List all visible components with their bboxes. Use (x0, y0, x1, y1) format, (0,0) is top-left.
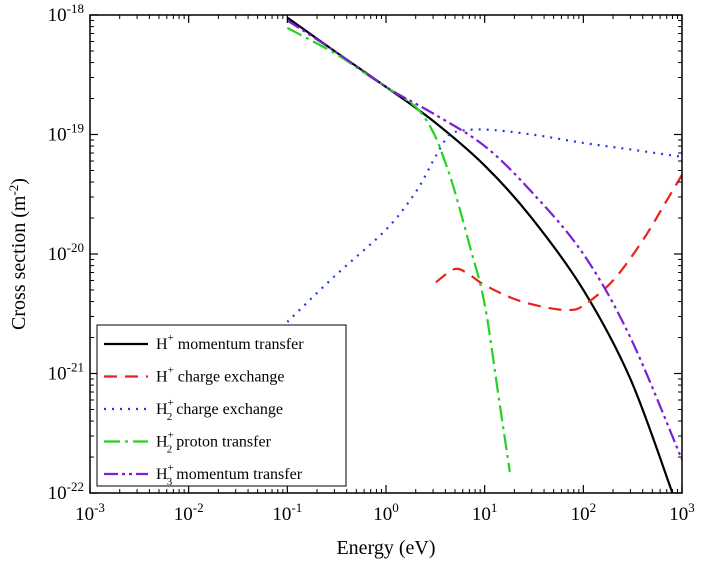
legend-label-rest: momentum transfer (172, 466, 302, 483)
legend-label-5: H+ 3 momentum transfer (156, 462, 303, 488)
x-tick-label-exponent: -2 (193, 500, 204, 515)
x-tick-label-base: 10 (571, 504, 590, 525)
legend-label-4: H+ 2 proton transfer (156, 430, 272, 456)
y-tick-label-base: 10 (48, 125, 67, 146)
x-tick-label-exponent: -3 (94, 500, 105, 515)
legend-label-subscript: 3 (167, 476, 173, 488)
x-tick-label: 103 (669, 500, 695, 525)
x-tick-label: 10-2 (174, 500, 204, 525)
series-layer (286, 16, 682, 493)
y-axis-title-exponent: -2 (6, 185, 21, 196)
series-line-3 (286, 128, 682, 323)
x-tick-label-exponent: 2 (590, 500, 597, 515)
legend-label-main: H (156, 369, 168, 386)
legend-label-main: H (156, 401, 168, 418)
legend-label-main: H (156, 336, 168, 353)
x-tick-label-base: 10 (472, 504, 491, 525)
series-line-1 (286, 16, 674, 493)
legend-label-subscript: 2 (167, 411, 173, 423)
legend-label-3: H+ 2 charge exchange (156, 397, 283, 423)
y-tick-label-exponent: -19 (67, 121, 84, 136)
y-tick-label: 10-18 (48, 1, 84, 26)
y-tick-label-exponent: -20 (67, 240, 84, 255)
y-tick-label: 10-21 (48, 360, 84, 385)
x-tick-label-base: 10 (75, 504, 94, 525)
legend-label-superscript: + (168, 365, 174, 377)
legend-label-rest: proton transfer (172, 434, 271, 451)
legend-label-superscript: + (168, 462, 174, 474)
y-tick-label-exponent: -21 (67, 360, 84, 375)
x-tick-label: 10-3 (75, 500, 105, 525)
y-tick-label-exponent: -22 (67, 479, 84, 494)
y-axis-title: Cross section (m-2) (6, 178, 30, 330)
legend-label-rest: charge exchange (172, 401, 283, 418)
x-tick-label-exponent: -1 (291, 500, 302, 515)
x-tick-label: 100 (373, 500, 399, 525)
legend-label-superscript: + (168, 430, 174, 442)
legend-label-superscript: + (168, 397, 174, 409)
legend-label-rest: momentum transfer (174, 336, 304, 353)
legend-label-superscript: + (168, 332, 174, 344)
x-tick-label-exponent: 3 (688, 500, 695, 515)
series-line-2 (435, 174, 682, 312)
y-tick-label-base: 10 (48, 364, 67, 385)
y-tick-label: 10-20 (48, 240, 84, 265)
legend-label-rest: charge exchange (174, 369, 285, 386)
x-tick-label-base: 10 (373, 504, 392, 525)
legend-label-subscript: 2 (167, 444, 173, 456)
y-tick-label-base: 10 (48, 5, 67, 26)
legend-label-main: H (156, 434, 168, 451)
series-line-5 (286, 19, 682, 461)
legend-label-main: H (156, 466, 168, 483)
series-line-4 (286, 26, 511, 473)
y-axis-title-close: ) (8, 178, 30, 185)
x-tick-label: 102 (571, 500, 597, 525)
x-tick-label-exponent: 1 (491, 500, 498, 515)
y-tick-label-base: 10 (48, 244, 67, 265)
y-tick-label-base: 10 (48, 483, 67, 504)
x-tick-label-exponent: 0 (392, 500, 399, 515)
ticks-layer: 10-3 10-2 10-1 100 101 102 10310-2210-2110-201… (48, 1, 695, 525)
x-tick-label-base: 10 (272, 504, 291, 525)
y-tick-label-exponent: -18 (67, 1, 84, 16)
legend-label-1: H+ momentum transfer (156, 332, 304, 353)
x-tick-label: 101 (472, 500, 498, 525)
y-tick-label: 10-19 (48, 121, 84, 146)
y-axis-title-text: Cross section (m (8, 195, 30, 330)
legend-label-2: H+ charge exchange (156, 365, 285, 386)
x-tick-label-base: 10 (669, 504, 688, 525)
legend-box (96, 324, 347, 487)
x-tick-label: 10-1 (272, 500, 302, 525)
x-axis-title: Energy (eV) (336, 537, 435, 559)
x-tick-label-base: 10 (174, 504, 193, 525)
y-tick-label: 10-22 (48, 479, 84, 504)
